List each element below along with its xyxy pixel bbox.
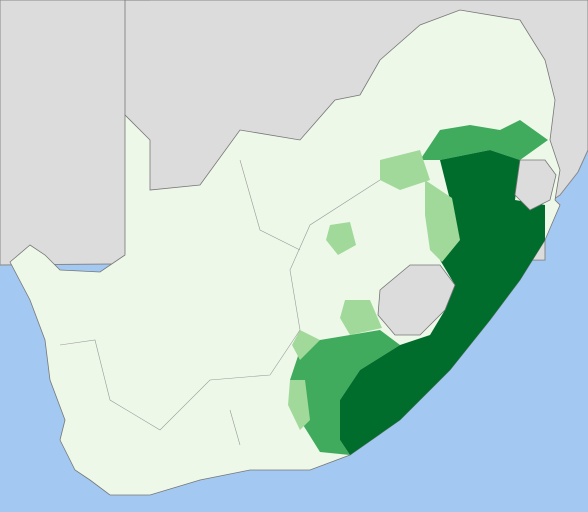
lesotho xyxy=(377,264,456,336)
province-border xyxy=(59,159,381,446)
eswatini xyxy=(514,159,557,211)
region-light xyxy=(425,180,460,262)
region-medium xyxy=(420,120,548,160)
region-light xyxy=(288,150,430,430)
border-line xyxy=(124,0,150,115)
region-dark xyxy=(340,150,545,455)
